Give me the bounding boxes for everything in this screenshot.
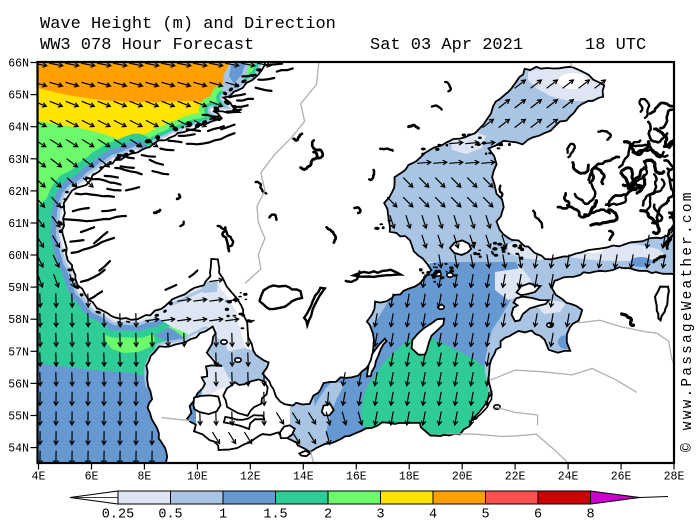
svg-text:14E: 14E [293,471,314,484]
svg-text:5: 5 [481,508,489,523]
svg-text:22E: 22E [505,471,526,484]
svg-text:24E: 24E [558,471,579,484]
svg-text:66N: 66N [8,58,29,71]
svg-text:WW3 078 Hour Forecast: WW3 078 Hour Forecast [40,36,254,55]
svg-text:59N: 59N [8,282,29,295]
svg-text:65N: 65N [8,90,29,103]
svg-text:18 UTC: 18 UTC [585,36,646,55]
svg-text:56N: 56N [8,378,29,391]
svg-text:55N: 55N [8,411,29,424]
svg-text:63N: 63N [8,154,29,167]
svg-text:12E: 12E [240,471,261,484]
svg-text:Wave Height (m) and Direction: Wave Height (m) and Direction [40,15,336,34]
svg-text:3: 3 [376,508,384,523]
svg-text:20E: 20E [452,471,473,484]
svg-text:0.25: 0.25 [102,508,134,523]
svg-text:8: 8 [586,508,594,523]
svg-text:62N: 62N [8,186,29,199]
svg-text:64N: 64N [8,122,29,135]
svg-text:0.5: 0.5 [158,508,182,523]
svg-text:6: 6 [534,508,542,523]
svg-text:1: 1 [219,508,227,523]
svg-text:4: 4 [429,508,437,523]
svg-text:16E: 16E [346,471,367,484]
svg-text:6E: 6E [85,471,99,484]
svg-text:26E: 26E [611,471,632,484]
svg-text:8E: 8E [137,471,151,484]
svg-text:57N: 57N [8,346,29,359]
svg-text:Sat 03 Apr 2021: Sat 03 Apr 2021 [370,36,523,55]
svg-text:2: 2 [324,508,332,523]
svg-text:58N: 58N [8,314,29,327]
svg-text:61N: 61N [8,218,29,231]
svg-text:© www.PassageWeather.com: © www.PassageWeather.com [680,190,696,452]
svg-text:4E: 4E [32,471,46,484]
svg-text:54N: 54N [8,443,29,456]
svg-text:60N: 60N [8,250,29,263]
svg-text:1.5: 1.5 [263,508,287,523]
svg-text:18E: 18E [399,471,420,484]
svg-text:10E: 10E [187,471,208,484]
svg-text:28E: 28E [664,471,685,484]
